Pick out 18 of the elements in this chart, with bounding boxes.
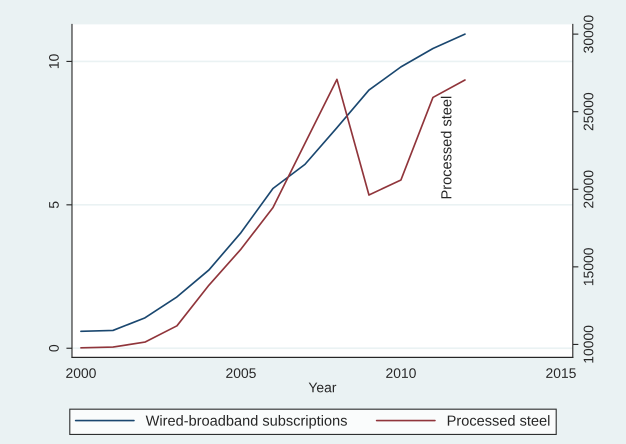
y2-tick-label: 20000 [584, 170, 594, 208]
legend-label: Processed steel [448, 415, 550, 426]
x-tick-label: 2010 [386, 368, 416, 378]
x-axis-title: Year [308, 382, 336, 392]
x-tick-label: 2005 [226, 368, 256, 378]
y2-tick-label: 30000 [584, 15, 594, 53]
x-tick-label: 2000 [66, 368, 96, 378]
line-series [80, 33, 466, 332]
legend-label: Wired-broadband subscriptions [146, 415, 347, 429]
annotation: Processed steel [440, 96, 452, 198]
y-tick-label: 0 [48, 344, 59, 352]
y-tick-label: 5 [49, 202, 59, 208]
y2-tick-label: 10000 [584, 326, 594, 363]
y2-tick-label: 15000 [584, 248, 594, 286]
y2-tick-label: 25000 [584, 92, 594, 130]
line-series [80, 78, 466, 349]
y-tick-label: 10 [48, 54, 59, 68]
x-tick-label: 2015 [546, 368, 576, 378]
